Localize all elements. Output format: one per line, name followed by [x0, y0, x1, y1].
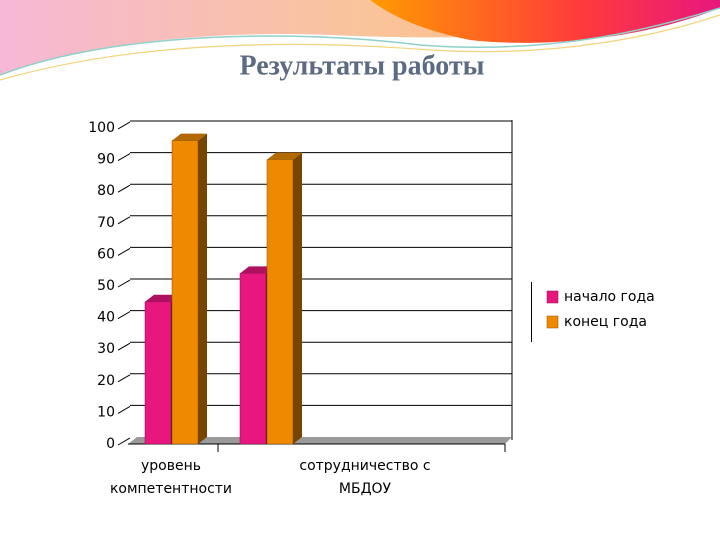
floor — [128, 437, 512, 444]
y-tick-label: 20 — [97, 373, 115, 389]
legend-label: начало года — [564, 289, 655, 305]
decor-swoosh — [370, 0, 720, 43]
y-tick — [117, 437, 131, 446]
y-tick-label: 60 — [97, 246, 115, 262]
y-tick-label: 50 — [97, 278, 115, 294]
y-tick-label: 10 — [97, 404, 115, 420]
y-tick-label: 30 — [97, 341, 115, 357]
y-tick-label: 0 — [106, 436, 115, 452]
bar-face — [239, 273, 267, 445]
x-tick-label: сотрудничество с МБДОУ — [299, 458, 431, 497]
y-tick — [117, 342, 131, 351]
bar — [266, 152, 302, 445]
legend-border — [531, 282, 532, 342]
legend-marker — [546, 290, 559, 304]
y-tick-label: 70 — [97, 215, 115, 231]
y-tick — [117, 121, 131, 130]
x-tick-label: уровень компетентности — [109, 458, 233, 497]
y-tick — [117, 247, 131, 256]
legend-marker — [546, 315, 559, 329]
bar-face — [293, 152, 302, 444]
bar-face — [267, 152, 302, 160]
y-tick — [117, 405, 131, 414]
bar-face — [171, 140, 199, 445]
legend-label: конец года — [564, 314, 647, 330]
y-tick — [117, 216, 131, 225]
y-tick — [117, 184, 131, 193]
y-tick-label: 90 — [97, 152, 115, 168]
bar-face — [144, 301, 172, 445]
y-tick — [117, 153, 131, 162]
bar-face — [172, 133, 207, 141]
y-tick-label: 100 — [88, 120, 115, 136]
bar — [171, 133, 207, 445]
decor-line — [0, 14, 720, 81]
bar-face — [145, 294, 180, 302]
chart-title: Результаты работы — [239, 50, 484, 81]
y-tick-label: 80 — [97, 183, 115, 199]
y-tick — [117, 311, 131, 320]
bar-face — [240, 266, 275, 274]
bar-face — [266, 159, 294, 445]
y-tick — [117, 374, 131, 383]
y-tick-label: 40 — [97, 310, 115, 326]
decor-line — [0, 7, 720, 76]
y-tick — [117, 279, 131, 288]
bar-face — [198, 133, 207, 444]
